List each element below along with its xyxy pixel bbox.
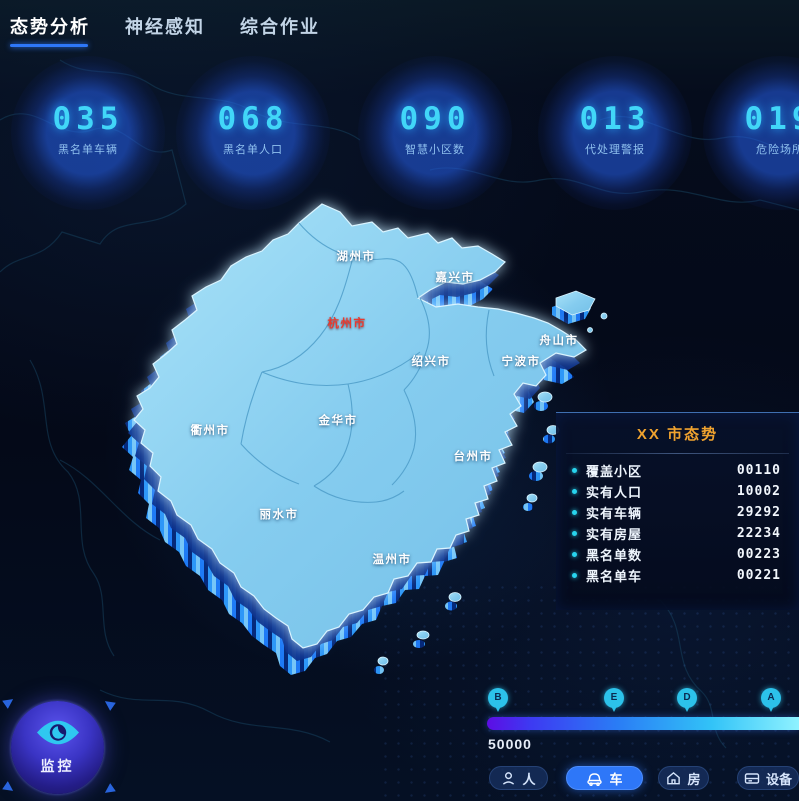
house-icon (667, 771, 681, 784)
panel-row-blacklist-count: 黑名单数 00223 (556, 544, 799, 565)
timeline-marker-b[interactable]: B (488, 688, 508, 714)
tab-neural-perception[interactable]: 神经感知 (125, 17, 205, 37)
row-value: 00110 (736, 463, 781, 478)
panel-divider (566, 453, 789, 454)
stat-label: 危险场所 (756, 144, 799, 156)
stat-pending-alerts: 013 代处理警报 (538, 56, 692, 210)
monitor-label: 监控 (40, 758, 75, 774)
row-label: 黑名单数 (586, 548, 643, 563)
row-label: 实有人口 (586, 485, 643, 500)
panel-row-blacklist-vehicles: 黑名单车 00221 (556, 565, 799, 586)
city-label-taizhou[interactable]: 台州市 (453, 451, 493, 463)
tab-situation-analysis[interactable]: 态势分析 (10, 13, 90, 47)
timeline-value: 50000 (488, 736, 532, 752)
panel-row-covered-communities: 覆盖小区 00110 (556, 460, 799, 481)
city-label-lishui[interactable]: 丽水市 (259, 509, 299, 521)
legend-button-house[interactable]: 房 (658, 766, 709, 790)
marker-tail (494, 704, 502, 712)
legend-button-device[interactable]: 设备 (737, 766, 799, 790)
device-icon (744, 772, 760, 784)
row-label: 覆盖小区 (586, 464, 643, 479)
stat-value: 013 (579, 101, 651, 137)
city-label-jinhua[interactable]: 金华市 (318, 415, 358, 427)
stat-label: 黑名单车辆 (58, 144, 118, 156)
car-icon (587, 772, 603, 786)
timeline-slider[interactable] (487, 717, 799, 730)
stat-glow-ring (538, 56, 692, 210)
city-label-zhoushan[interactable]: 舟山市 (539, 335, 579, 347)
city-status-panel: XX 市态势 覆盖小区 00110 实有人口 10002 实有车辆 29292 … (556, 412, 799, 610)
row-value: 22234 (736, 526, 781, 541)
stat-label: 代处理警报 (585, 144, 645, 156)
eye-icon (36, 720, 79, 745)
city-label-quzhou[interactable]: 衢州市 (190, 425, 230, 437)
timeline-marker-a[interactable]: A (761, 688, 781, 714)
tab-comprehensive-operations[interactable]: 综合作业 (240, 17, 320, 37)
row-value: 00221 (736, 568, 781, 583)
stat-blacklist-population: 068 黑名单人口 (176, 56, 330, 210)
stat-value: 090 (399, 101, 471, 137)
legend-label: 车 (609, 771, 623, 787)
row-value: 00223 (736, 547, 781, 562)
panel-row-actual-vehicles: 实有车辆 29292 (556, 502, 799, 523)
marker-tail (767, 704, 775, 712)
bullet-icon (572, 468, 577, 473)
panel-title: XX 市态势 (636, 426, 719, 443)
legend-button-person[interactable]: 人 (489, 766, 548, 790)
legend-button-vehicle[interactable]: 车 (566, 766, 643, 790)
row-value: 10002 (736, 484, 781, 499)
stat-glow-ring (11, 56, 165, 210)
stat-smart-communities: 090 智慧小区数 (358, 56, 512, 210)
legend-label: 设备 (765, 771, 792, 787)
timeline-marker-e[interactable]: E (604, 688, 624, 714)
stat-glow-ring (176, 56, 330, 210)
bullet-icon (572, 531, 577, 536)
row-label: 实有房屋 (586, 527, 643, 542)
bullet-icon (572, 489, 577, 494)
stat-label: 智慧小区数 (405, 144, 465, 156)
panel-row-actual-population: 实有人口 10002 (556, 481, 799, 502)
timeline-marker-d[interactable]: D (677, 688, 697, 714)
city-label-jiaxing[interactable]: 嘉兴市 (435, 272, 475, 284)
row-label: 黑名单车 (586, 569, 643, 584)
marker-label: D (677, 688, 697, 708)
legend-label: 人 (522, 771, 536, 787)
top-nav: 态势分析 神经感知 综合作业 (10, 13, 320, 47)
bullet-icon (572, 510, 577, 515)
stat-blacklist-vehicles: 035 黑名单车辆 (11, 56, 165, 210)
city-label-hangzhou[interactable]: 杭州市 (327, 318, 367, 330)
stat-value: 035 (52, 101, 124, 137)
stat-dangerous-places: 019 危险场所 (703, 56, 799, 210)
city-label-ningbo[interactable]: 宁波市 (501, 356, 541, 368)
stat-value: 019 (744, 101, 799, 137)
bullet-icon (572, 552, 577, 557)
stat-value: 068 (217, 101, 289, 137)
marker-tail (683, 704, 691, 712)
row-value: 29292 (736, 505, 781, 520)
stat-glow-ring (358, 56, 512, 210)
city-label-huzhou[interactable]: 湖州市 (336, 251, 376, 263)
city-label-wenzhou[interactable]: 温州市 (372, 554, 412, 566)
row-label: 实有车辆 (586, 506, 643, 521)
city-label-shaoxing[interactable]: 绍兴市 (411, 356, 451, 368)
legend-label: 房 (687, 771, 701, 787)
bullet-icon (572, 573, 577, 578)
person-icon (503, 771, 515, 785)
panel-row-actual-houses: 实有房屋 22234 (556, 523, 799, 544)
marker-label: A (761, 688, 781, 708)
stat-label: 黑名单人口 (223, 144, 283, 156)
monitor-button[interactable]: 监控 (11, 701, 104, 794)
marker-label: B (488, 688, 508, 708)
marker-label: E (604, 688, 624, 708)
marker-tail (610, 704, 618, 712)
